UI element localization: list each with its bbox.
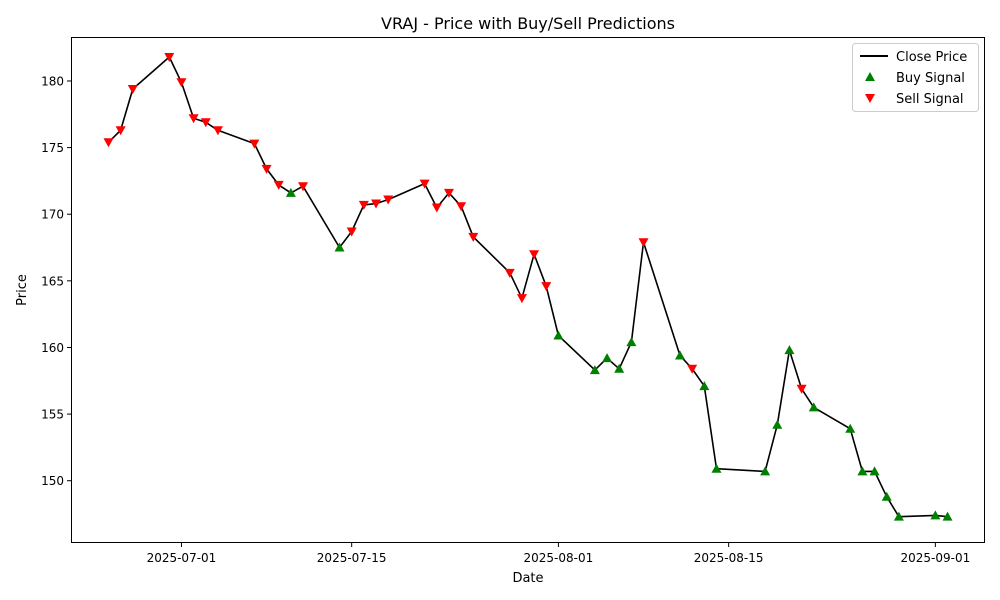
sell-signal-marker: [541, 282, 552, 292]
sell-signal-marker: [346, 227, 357, 237]
y-tick-label: 160: [41, 341, 64, 355]
legend-sell-label: Sell Signal: [896, 92, 964, 107]
plot-area: [103, 52, 953, 521]
buy-signal-marker: [285, 187, 296, 197]
y-axis: 150 155 160 165 170 175 180: [41, 74, 72, 488]
sell-signal-marker: [176, 78, 187, 88]
sell-signal-marker: [431, 203, 442, 213]
legend-close-label: Close Price: [896, 50, 967, 65]
sell-signal-marker: [468, 232, 479, 242]
sell-signal-marker: [504, 268, 515, 278]
sell-signal-marker: [419, 179, 430, 189]
axes-frame: [71, 37, 985, 543]
sell-signal-marker: [529, 250, 540, 260]
buy-signal-marker: [881, 491, 892, 501]
sell-signal-marker: [687, 364, 698, 374]
buy-signal-marker: [857, 466, 868, 476]
chart-title: VRAJ - Price with Buy/Sell Predictions: [381, 14, 675, 33]
sell-signal-marker: [796, 384, 807, 394]
buy-signal-marker: [784, 345, 795, 355]
x-axis: 2025-07-01 2025-07-15 2025-08-01 2025-08-15…: [147, 542, 970, 565]
sell-signal-marker: [371, 199, 381, 209]
y-axis-label: Price: [15, 274, 30, 306]
sell-signal-marker: [273, 180, 284, 190]
sell-signal-marker: [212, 126, 223, 136]
x-tick-label: 2025-08-15: [694, 551, 764, 565]
y-tick-label: 165: [41, 274, 64, 288]
sell-signal-marker: [298, 182, 309, 192]
sell-signal-marker: [358, 200, 369, 210]
buy-signal-marker: [808, 402, 819, 412]
legend-box: [852, 43, 979, 112]
buy-signal-marker: [930, 510, 941, 520]
buy-signal-marker: [602, 353, 613, 363]
legend: Close Price Buy Signal Sell Signal: [852, 43, 979, 112]
buy-signal-marker: [772, 419, 783, 429]
sell-signal-marker: [249, 139, 260, 149]
legend-sell-triangle-icon: [865, 94, 875, 103]
buy-signal-marker: [626, 337, 637, 347]
buy-signal-marker: [699, 381, 710, 391]
buy-signal-marker: [553, 330, 564, 340]
buy-signal-marker: [589, 365, 600, 375]
y-tick-label: 170: [41, 208, 64, 222]
buy-signal-marker: [675, 350, 685, 360]
y-tick-label: 175: [41, 141, 64, 155]
sell-signal-marker: [383, 195, 394, 205]
buy-signal-marker: [869, 466, 880, 476]
buy-signal-marker: [760, 466, 771, 476]
buy-signal-marker: [614, 363, 625, 373]
buy-signal-marker: [845, 423, 856, 433]
legend-buy-triangle-icon: [865, 72, 875, 81]
sell-signal-marker: [127, 84, 138, 94]
buy-signal-marker: [942, 511, 953, 521]
sell-signal-marker: [456, 202, 467, 212]
x-tick-label: 2025-07-15: [317, 551, 387, 565]
y-tick-label: 155: [41, 408, 64, 422]
legend-buy-label: Buy Signal: [896, 71, 965, 86]
buy-signal-marker: [334, 242, 345, 252]
buy-signal-marker: [711, 463, 722, 473]
x-tick-label: 2025-07-01: [147, 551, 217, 565]
sell-signal-marker: [115, 126, 126, 136]
x-tick-label: 2025-09-01: [900, 551, 970, 565]
buy-signal-marker: [893, 511, 904, 521]
x-tick-label: 2025-08-01: [524, 551, 594, 565]
sell-signal-marker: [443, 188, 454, 198]
sell-signal-marker: [516, 294, 527, 304]
y-tick-label: 180: [41, 74, 64, 88]
sell-signal-marker: [261, 164, 272, 174]
sell-signal-marker: [188, 114, 199, 124]
y-tick-label: 150: [41, 474, 64, 488]
x-axis-label: Date: [512, 571, 543, 586]
sell-signal-marker: [638, 238, 649, 248]
sell-signal-marker: [164, 52, 175, 62]
sell-signal-marker: [103, 138, 114, 148]
sell-signal-marker: [200, 118, 211, 128]
